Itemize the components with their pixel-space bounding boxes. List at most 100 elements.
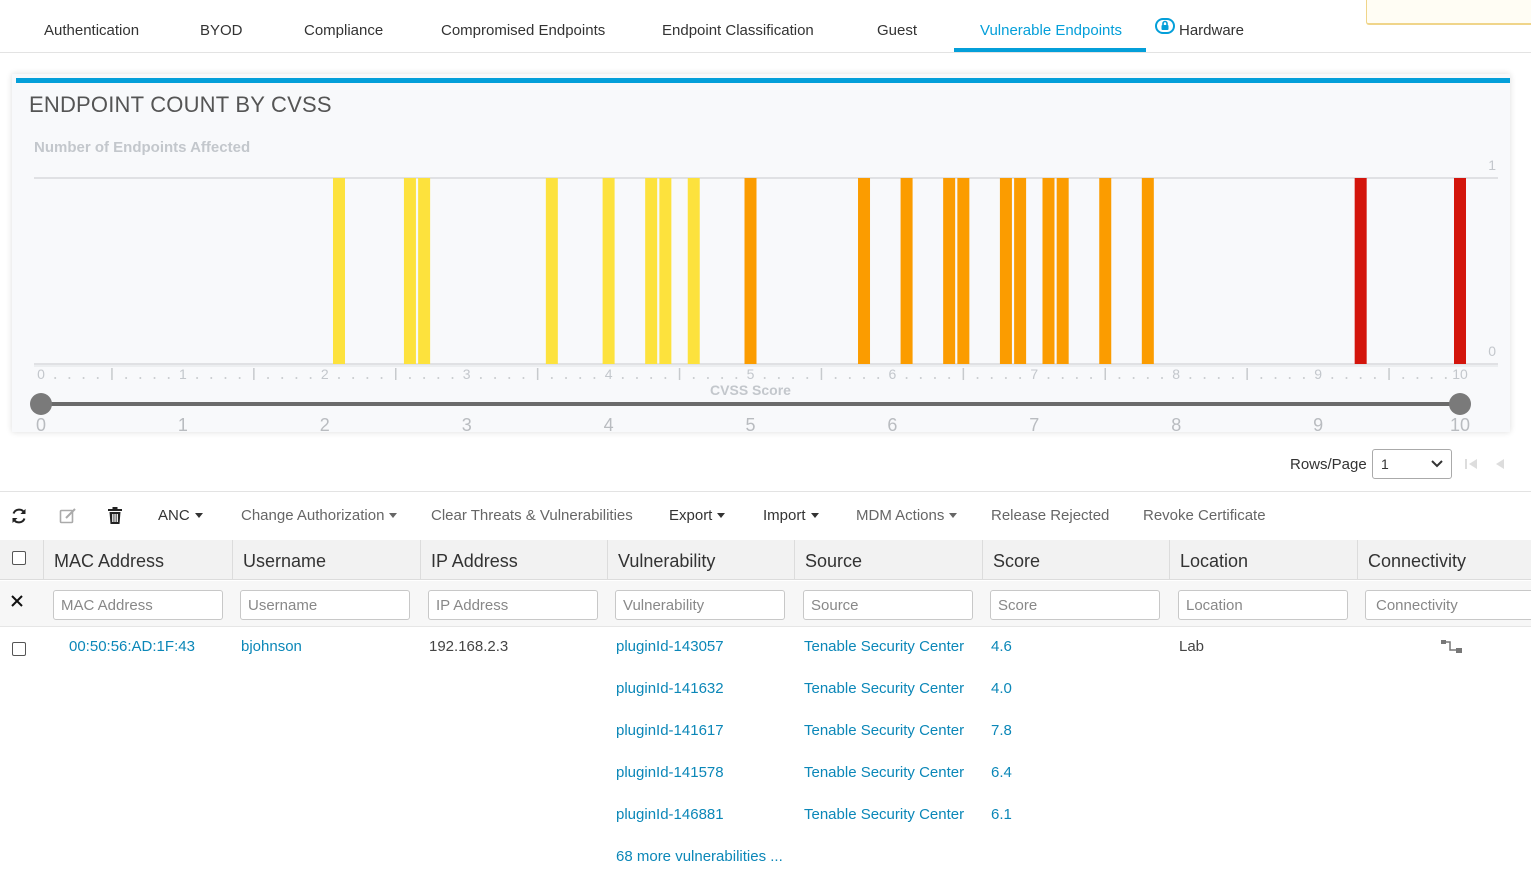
tab-compromised-endpoints[interactable]: Compromised Endpoints	[441, 22, 606, 39]
vulnerability-link[interactable]: pluginId-141632	[616, 680, 724, 697]
tab-byod[interactable]: BYOD	[200, 22, 243, 39]
vulnerability-link[interactable]: pluginId-143057	[616, 638, 724, 655]
rows-per-page-select[interactable]: 1	[1372, 449, 1452, 479]
table-header: MAC Address Username IP Address Vulnerab…	[0, 540, 1531, 580]
x-axis-dot	[933, 377, 936, 379]
column-score[interactable]: Score	[982, 540, 1169, 580]
release-rejected-button[interactable]: Release Rejected	[991, 507, 1110, 524]
bar	[858, 178, 871, 364]
bar	[1454, 178, 1466, 364]
source-link[interactable]: Tenable Security Center	[804, 638, 965, 655]
anc-dropdown[interactable]: ANC	[158, 492, 203, 540]
range-slider-max-handle[interactable]	[1449, 393, 1471, 415]
x-axis-dot	[1402, 377, 1405, 379]
bar	[957, 178, 970, 364]
source-filter[interactable]	[803, 590, 973, 620]
vulnerability-link[interactable]: pluginId-146881	[616, 806, 724, 823]
slider-tick-label: 3	[462, 415, 472, 432]
bar	[545, 178, 558, 364]
x-axis-dot	[1274, 377, 1277, 379]
ip-address-filter[interactable]	[428, 590, 598, 620]
mdm-actions-dropdown[interactable]: MDM Actions	[856, 492, 958, 540]
bar	[999, 178, 1012, 364]
x-tick-label: 5	[747, 366, 755, 382]
x-axis-dot	[565, 377, 568, 379]
x-axis-dot	[1189, 377, 1192, 379]
mac-address-filter[interactable]	[53, 590, 223, 620]
lock-icon	[1155, 0, 1175, 60]
x-axis-label: CVSS Score	[710, 382, 791, 398]
range-slider-min-handle[interactable]	[30, 393, 52, 415]
bar	[1014, 178, 1027, 364]
location-value: Lab	[1179, 638, 1205, 655]
notification-banner[interactable]	[1366, 0, 1531, 25]
x-axis-dot	[664, 377, 667, 379]
score-value: 7.8	[991, 722, 1012, 739]
tab-authentication[interactable]: Authentication	[44, 22, 140, 39]
ip-address-value: 192.168.2.3	[429, 638, 509, 655]
previous-page-icon[interactable]	[1492, 458, 1506, 470]
row-checkbox[interactable]	[12, 642, 26, 656]
rows-per-page-value: 1	[1381, 456, 1389, 472]
change-authorization-dropdown[interactable]: Change Authorization	[241, 492, 398, 540]
source-link[interactable]: Tenable Security Center	[804, 806, 965, 823]
x-axis-dot	[451, 377, 454, 379]
export-dropdown[interactable]: Export	[669, 492, 726, 540]
x-axis-dot	[976, 377, 979, 379]
active-tab-indicator	[954, 48, 1146, 52]
column-username[interactable]: Username	[232, 540, 420, 580]
x-axis-dot	[1161, 377, 1164, 379]
x-axis-dot	[1359, 377, 1362, 379]
score-filter[interactable]	[990, 590, 1160, 620]
x-axis-dot	[139, 377, 142, 379]
refresh-icon[interactable]	[10, 507, 28, 525]
mac-address-link[interactable]: 00:50:56:AD:1F:43	[69, 638, 195, 655]
clear-filters-icon[interactable]	[11, 595, 23, 607]
tab-vulnerable-endpoints[interactable]: Vulnerable Endpoints	[980, 22, 1123, 39]
column-location[interactable]: Location	[1169, 540, 1357, 580]
column-source[interactable]: Source	[794, 540, 982, 580]
tab-hardware[interactable]: Hardware	[1155, 0, 1244, 53]
source-link[interactable]: Tenable Security Center	[804, 722, 965, 739]
x-axis-dot	[1331, 377, 1334, 379]
vulnerability-link[interactable]: pluginId-141578	[616, 764, 724, 781]
clear-threats-button[interactable]: Clear Threats & Vulnerabilities	[431, 507, 633, 524]
dashboard-tabs: Authentication BYOD Compliance Compromis…	[0, 0, 1531, 53]
x-axis-dot	[196, 377, 199, 379]
vulnerability-link[interactable]: pluginId-141617	[616, 722, 724, 739]
x-axis-dot	[366, 377, 369, 379]
x-axis-dot	[621, 377, 624, 379]
source-link[interactable]: Tenable Security Center	[804, 764, 965, 781]
x-axis-dot	[1373, 377, 1376, 379]
x-axis-dot	[238, 377, 241, 379]
source-link[interactable]: Tenable Security Center	[804, 680, 965, 697]
x-tick-label: 2	[321, 366, 329, 382]
revoke-certificate-button[interactable]: Revoke Certificate	[1143, 507, 1266, 524]
x-axis-dot	[423, 377, 426, 379]
trash-icon[interactable]	[107, 507, 123, 525]
tab-endpoint-classification[interactable]: Endpoint Classification	[662, 22, 814, 39]
vulnerability-filter[interactable]	[615, 590, 785, 620]
first-page-icon[interactable]	[1464, 458, 1478, 470]
x-axis-dot	[919, 377, 922, 379]
column-mac-address[interactable]: MAC Address	[43, 540, 232, 580]
x-axis-dot	[479, 377, 482, 379]
select-all-checkbox[interactable]	[12, 551, 26, 565]
x-axis-dot	[948, 377, 951, 379]
column-connectivity[interactable]: Connectivity	[1357, 540, 1531, 580]
more-vulnerabilities-link[interactable]: 68 more vulnerabilities ...	[616, 848, 783, 865]
import-dropdown[interactable]: Import	[763, 492, 819, 540]
column-vulnerability[interactable]: Vulnerability	[607, 540, 794, 580]
tab-compliance[interactable]: Compliance	[304, 22, 384, 39]
username-link[interactable]: bjohnson	[241, 638, 302, 655]
column-ip-address[interactable]: IP Address	[420, 540, 607, 580]
connectivity-filter[interactable]	[1365, 590, 1531, 620]
x-axis-dot	[1019, 377, 1022, 379]
username-filter[interactable]	[240, 590, 410, 620]
edit-icon[interactable]	[59, 507, 77, 525]
tab-guest[interactable]: Guest	[877, 22, 918, 39]
x-axis-dot	[96, 377, 99, 379]
location-filter[interactable]	[1178, 590, 1348, 620]
slider-tick-label: 0	[36, 415, 46, 432]
bar	[943, 178, 956, 364]
